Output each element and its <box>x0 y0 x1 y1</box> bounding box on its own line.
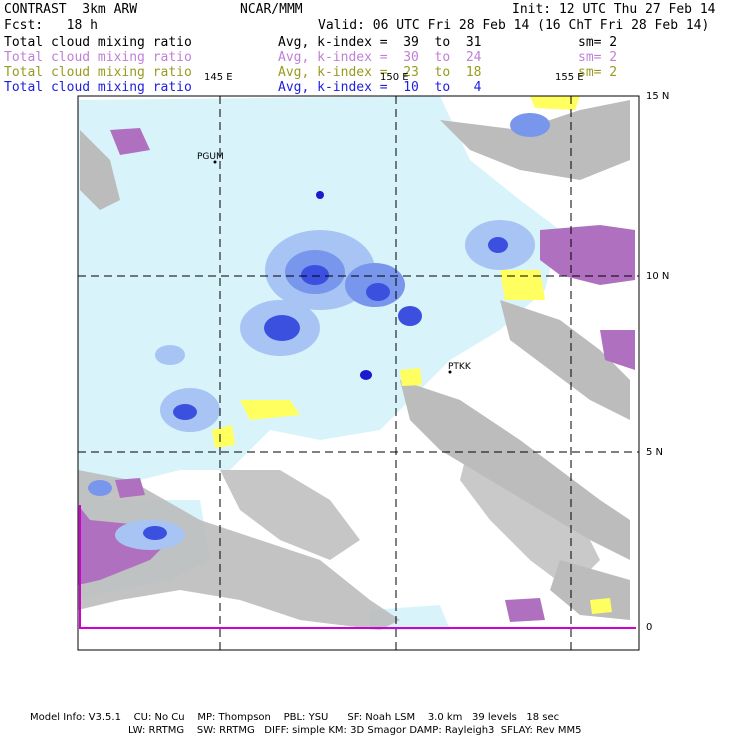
legend-range-2: Avg, k-index = 30 to 24 <box>278 50 482 65</box>
graticule <box>78 96 639 650</box>
domain-boundary <box>79 505 636 629</box>
lon-label-150e: 150 E <box>380 72 409 83</box>
legend-sm-1: sm= 2 <box>578 35 618 50</box>
lat-label-0: 0 <box>646 622 653 633</box>
blue-cloud-layer <box>88 113 550 550</box>
valid-time: Valid: 06 UTC Fri 28 Feb 14 (16 ChT Fri … <box>318 18 710 33</box>
legend-name-2: Total cloud mixing ratio <box>4 50 192 65</box>
lat-label-5n: 5 N <box>646 447 664 458</box>
legend-name-3: Total cloud mixing ratio <box>4 65 192 80</box>
legend-range-1: Avg, k-index = 39 to 31 <box>278 35 482 50</box>
station-marker-pgum <box>213 160 217 164</box>
gray-cloud-layer <box>78 100 630 630</box>
legend-sm-3: sm= 2 <box>578 65 618 80</box>
init-time: Init: 12 UTC Thu 27 Feb 14 <box>512 2 716 17</box>
lon-label-145e: 145 E <box>204 72 233 83</box>
legend-range-4: Avg, k-index = 10 to 4 <box>278 80 482 95</box>
legend-sm-2: sm= 2 <box>578 50 618 65</box>
legend-name-1: Total cloud mixing ratio <box>4 35 192 50</box>
footer-model-info: Model Info: V3.5.1 CU: No Cu MP: Thompso… <box>30 712 560 723</box>
legend-name-4: Total cloud mixing ratio <box>4 80 192 95</box>
model-title: CONTRAST 3km ARW <box>4 2 138 17</box>
lat-label-15n: 15 N <box>646 91 670 102</box>
map-frame <box>77 95 640 651</box>
lat-label-10n: 10 N <box>646 271 670 282</box>
lon-label-155e: 155 E <box>555 72 584 83</box>
station-label-ptkk: PTKK <box>448 362 471 372</box>
station-marker-ptkk <box>448 370 452 374</box>
yellow-cloud-layer <box>212 96 612 614</box>
organization: NCAR/MMM <box>240 2 303 17</box>
footer-physics: LW: RRTMG SW: RRTMG DIFF: simple KM: 3D … <box>128 725 582 736</box>
station-label-pgum: PGUM <box>197 152 224 162</box>
forecast-hour: Fcst: 18 h <box>4 18 98 33</box>
legend-range-3: Avg, k-index = 23 to 18 <box>278 65 482 80</box>
